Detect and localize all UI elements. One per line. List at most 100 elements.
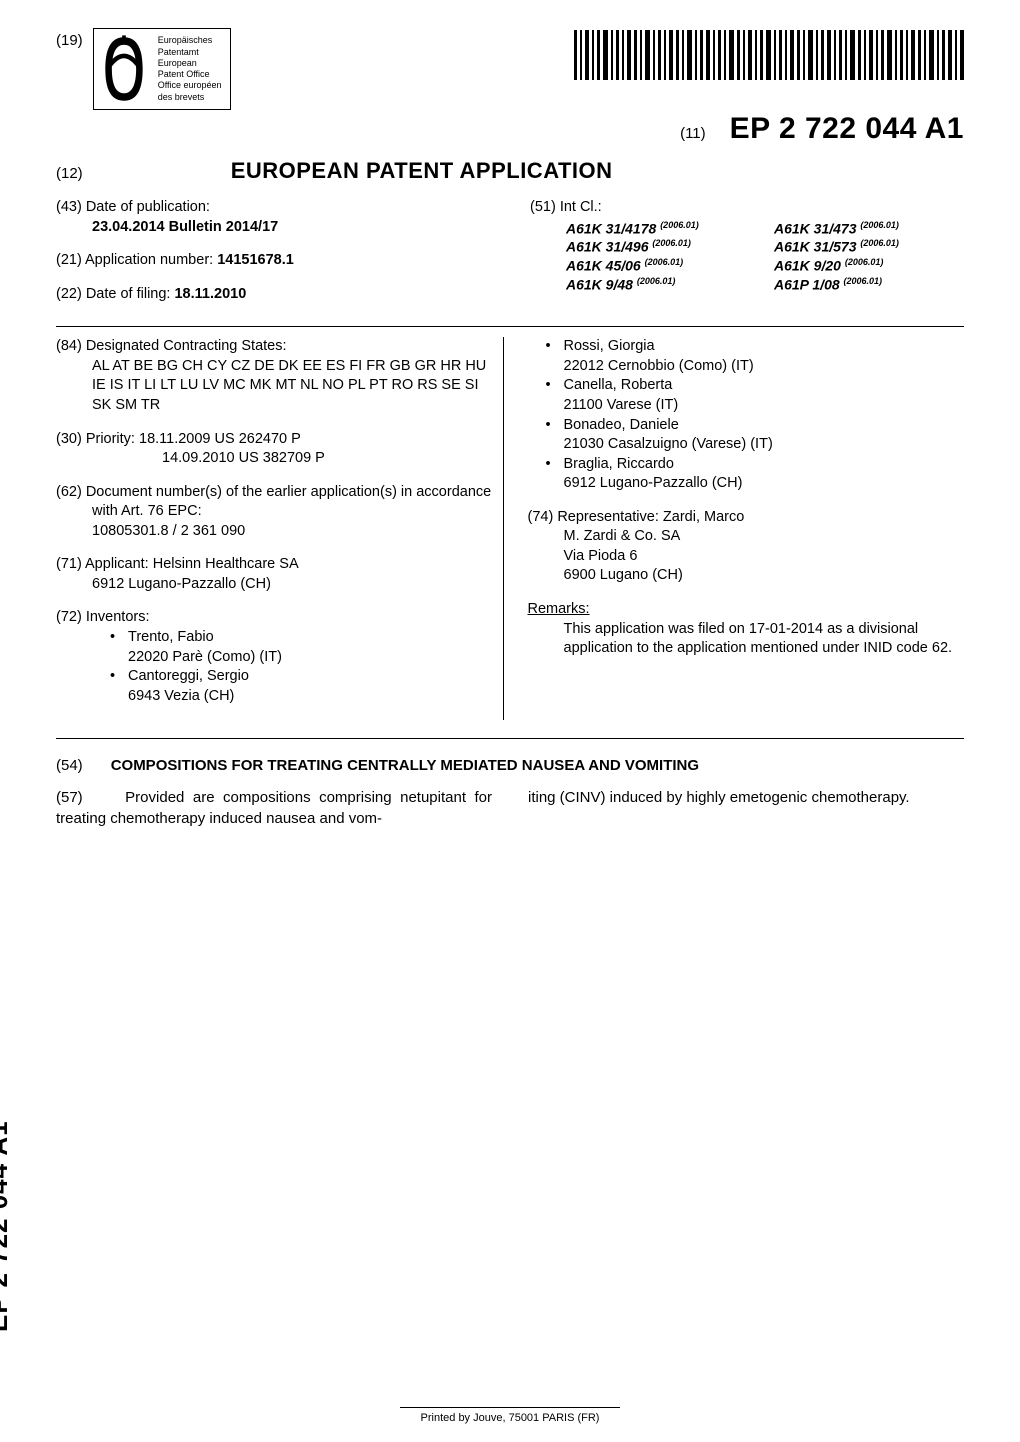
field-11: (11) (680, 125, 706, 142)
intcl-item: A61K 31/496 (2006.01) (566, 238, 756, 255)
field-62-value: 10805301.8 / 2 361 090 (56, 522, 493, 542)
footer: Printed by Jouve, 75001 PARIS (FR) (0, 1407, 1020, 1424)
intcl-item: A61K 31/4178 (2006.01) (566, 220, 756, 237)
field-74-name: Zardi, Marco (663, 509, 744, 525)
field-72: (72) Inventors: • Trento, Fabio 22020 Pa… (56, 608, 493, 706)
field-30: (30) Priority: 18.11.2009 US 262470 P 14… (56, 430, 493, 469)
field-21: (21) Application number: 14151678.1 (56, 251, 490, 271)
inventor-name: Canella, Roberta (564, 376, 679, 396)
inventor-addr: 6912 Lugano-Pazzallo (CH) (564, 474, 743, 494)
intcl-item: A61K 31/573 (2006.01) (774, 238, 964, 255)
field-51-label: (51) Int Cl.: (530, 198, 964, 218)
intcl-grid: A61K 31/4178 (2006.01) A61K 31/473 (2006… (530, 220, 964, 293)
field-74-line: Via Pioda 6 (528, 547, 638, 567)
biblio-right-col: • Rossi, Giorgia 22012 Cernobbio (Como) … (504, 337, 965, 720)
doc-type-row: (12) EUROPEAN PATENT APPLICATION (56, 158, 964, 184)
intcl-item: A61K 9/20 (2006.01) (774, 257, 964, 274)
title-row: (54) COMPOSITIONS FOR TREATING CENTRALLY… (56, 757, 964, 774)
remarks: Remarks: This application was filed on 1… (528, 600, 965, 659)
inventor-name: Cantoreggi, Sergio (128, 667, 249, 687)
remarks-text: This application was filed on 17-01-2014… (528, 620, 965, 659)
intcl-item: A61K 45/06 (2006.01) (566, 257, 756, 274)
biblio-top-left: (43) Date of publication: 23.04.2014 Bul… (56, 198, 490, 318)
inventor-item: • Cantoreggi, Sergio 6943 Vezia (CH) (92, 667, 493, 706)
epo-logo-text: Europäisches Patentamt European Patent O… (154, 31, 230, 107)
logo-line: Patent Office (158, 69, 222, 80)
intcl-item: A61P 1/08 (2006.01) (774, 276, 964, 293)
field-84: (84) Designated Contracting States: AL A… (56, 337, 493, 415)
abstract-col-1: (57) Provided are compositions comprisin… (56, 788, 492, 829)
field-30-b: 14.09.2010 US 382709 P (56, 449, 325, 469)
logo-line: Office européen (158, 80, 222, 91)
bullet-icon: • (546, 416, 556, 455)
biblio-top: (43) Date of publication: 23.04.2014 Bul… (56, 198, 964, 318)
biblio-left-col: (84) Designated Contracting States: AL A… (56, 337, 504, 720)
field-54: (54) (56, 757, 83, 774)
publication-number-row: (11) EP 2 722 044 A1 (56, 112, 964, 146)
field-21-label: (21) Application number: (56, 252, 213, 268)
biblio-main: (84) Designated Contracting States: AL A… (56, 337, 964, 739)
header-row: (19) Europäisches Patentamt European Pat… (56, 28, 964, 110)
inventor-item: • Trento, Fabio 22020 Parè (Como) (IT) (92, 628, 493, 667)
field-74-label: (74) Representative: (528, 509, 659, 525)
doc-type: EUROPEAN PATENT APPLICATION (231, 158, 613, 184)
field-84-label: (84) Designated Contracting States: (56, 338, 287, 354)
field-74-line: 6900 Lugano (CH) (528, 566, 683, 586)
inventor-item: • Rossi, Giorgia 22012 Cernobbio (Como) … (528, 337, 965, 376)
intcl-item: A61K 9/48 (2006.01) (566, 276, 756, 293)
epo-logo-box: Europäisches Patentamt European Patent O… (93, 28, 231, 110)
field-62: (62) Document number(s) of the earlier a… (56, 483, 493, 542)
bullet-icon: • (546, 455, 556, 494)
inventor-name: Bonadeo, Daniele (564, 416, 773, 436)
field-43-label: (43) Date of publication: (56, 199, 210, 215)
logo-line: Europäisches (158, 35, 222, 46)
bullet-icon: • (546, 337, 556, 376)
footer-text: Printed by Jouve, 75001 PARIS (FR) (0, 1412, 1020, 1424)
field-43: (43) Date of publication: 23.04.2014 Bul… (56, 198, 490, 237)
inventor-name: Trento, Fabio (128, 628, 282, 648)
field-57: (57) (56, 789, 83, 806)
inventor-item: • Bonadeo, Daniele 21030 Casalzuigno (Va… (528, 416, 965, 455)
bullet-icon: • (110, 667, 120, 706)
inventor-name: Braglia, Riccardo (564, 455, 743, 475)
abstract: (57) Provided are compositions comprisin… (56, 788, 964, 829)
publication-number: EP 2 722 044 A1 (730, 112, 964, 146)
inventor-addr: 21100 Varese (IT) (564, 396, 679, 416)
bullet-icon: • (546, 376, 556, 415)
field-22: (22) Date of filing: 18.11.2010 (56, 285, 490, 305)
epo-logo-icon (94, 29, 154, 109)
field-19: (19) (56, 28, 83, 49)
field-30-a: 18.11.2009 US 262470 P (139, 431, 301, 447)
field-22-label: (22) Date of filing: (56, 286, 170, 302)
abstract-text-2: iting (CINV) induced by highly emetogeni… (528, 789, 910, 806)
inventor-name: Rossi, Giorgia (564, 337, 754, 357)
field-22-value: 18.11.2010 (174, 286, 246, 302)
intcl-item: A61K 31/473 (2006.01) (774, 220, 964, 237)
footer-rule (400, 1407, 620, 1408)
header-left: (19) Europäisches Patentamt European Pat… (56, 28, 231, 110)
inventor-item: • Canella, Roberta 21100 Varese (IT) (528, 376, 965, 415)
field-71-label: (71) Applicant: (56, 556, 149, 572)
inventor-addr: 6943 Vezia (CH) (128, 687, 249, 707)
inventor-addr: 21030 Casalzuigno (Varese) (IT) (564, 435, 773, 455)
invention-title: COMPOSITIONS FOR TREATING CENTRALLY MEDI… (111, 757, 699, 774)
field-71-addr: 6912 Lugano-Pazzallo (CH) (56, 575, 271, 595)
remarks-label: Remarks: (528, 600, 965, 620)
field-72-label: (72) Inventors: (56, 608, 493, 628)
logo-line: European (158, 58, 222, 69)
field-21-value: 14151678.1 (217, 252, 294, 268)
inventors-continued: • Rossi, Giorgia 22012 Cernobbio (Como) … (528, 337, 965, 494)
field-71: (71) Applicant: Helsinn Healthcare SA 69… (56, 555, 493, 594)
barcode (574, 28, 964, 85)
biblio-top-right: (51) Int Cl.: A61K 31/4178 (2006.01) A61… (530, 198, 964, 318)
field-62-label: (62) Document number(s) of the earlier a… (56, 484, 491, 520)
spine-pubnum: EP 2 722 044 A1 (0, 1120, 14, 1332)
inventor-item: • Braglia, Riccardo 6912 Lugano-Pazzallo… (528, 455, 965, 494)
logo-line: des brevets (158, 92, 222, 103)
logo-line: Patentamt (158, 47, 222, 58)
field-12: (12) (56, 165, 83, 182)
field-71-name: Helsinn Healthcare SA (153, 556, 299, 572)
field-43-value: 23.04.2014 Bulletin 2014/17 (56, 218, 278, 238)
rule-top (56, 326, 964, 327)
field-30-label: (30) Priority: (56, 431, 135, 447)
